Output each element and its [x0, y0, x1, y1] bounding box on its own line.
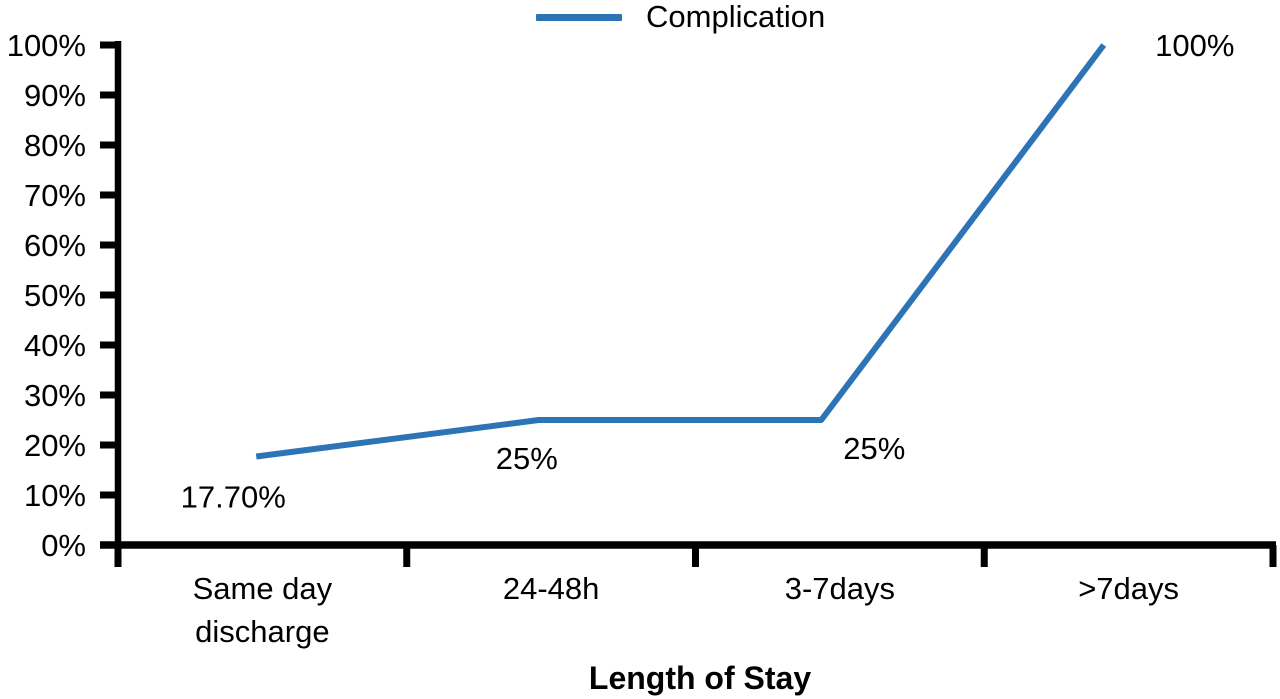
- y-tick-label: 20%: [24, 428, 86, 463]
- legend-line-swatch: [536, 13, 622, 21]
- y-tick-label: 100%: [7, 28, 86, 63]
- x-category-label: >7days: [1078, 571, 1179, 606]
- y-tick-label: 50%: [24, 278, 86, 313]
- legend-label: Complication: [646, 0, 826, 34]
- data-label: 25%: [843, 431, 905, 466]
- legend: Complication: [536, 1, 825, 33]
- y-tick-label: 10%: [24, 478, 86, 513]
- x-axis-title: Length of Stay: [588, 660, 812, 696]
- x-category-label: 3-7days: [785, 571, 895, 606]
- y-tick-label: 0%: [41, 528, 86, 563]
- y-tick-label: 60%: [24, 228, 86, 263]
- data-label: 17.70%: [181, 480, 286, 515]
- x-category-label: 24-48h: [503, 571, 600, 606]
- y-tick-label: 70%: [24, 178, 86, 213]
- x-category-label: Same day discharge: [193, 571, 333, 649]
- data-label: 25%: [496, 441, 558, 476]
- data-label: 100%: [1155, 28, 1234, 63]
- y-tick-label: 80%: [24, 128, 86, 163]
- y-tick-label: 40%: [24, 328, 86, 363]
- data-series-line: [255, 43, 1107, 460]
- y-tick-label: 90%: [24, 78, 86, 113]
- y-tick-label: 30%: [24, 378, 86, 413]
